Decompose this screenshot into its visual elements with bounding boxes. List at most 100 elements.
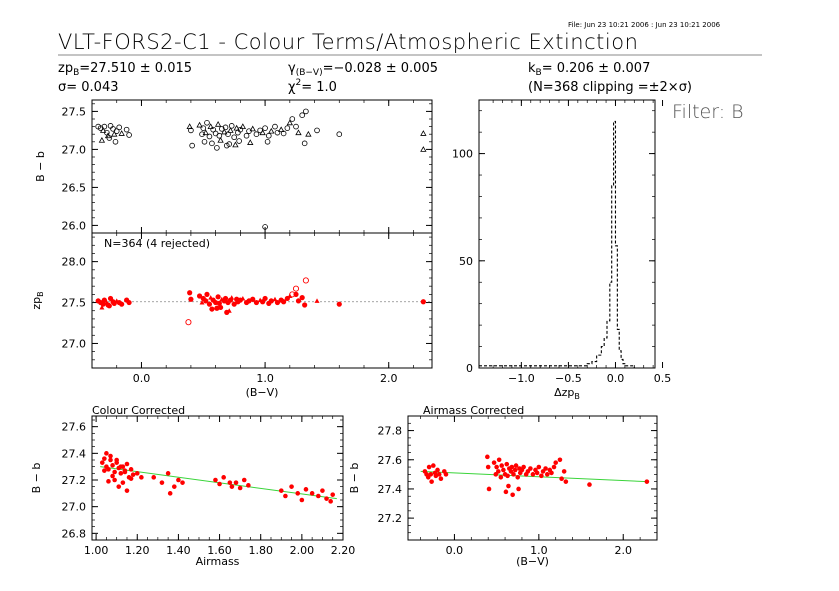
data-point [293,123,299,130]
data-point [501,467,506,473]
gamma-stat: γ(B−V)=−0.028 ± 0.005 [288,61,438,78]
data-point [299,112,305,118]
data-point [280,130,287,137]
data-point [217,136,224,143]
data-point [113,128,120,134]
data-point [240,295,246,301]
x-tick-label: −1.0 [508,372,535,385]
sigma-stat: σ= 0.043 [58,80,118,95]
data-point [286,119,293,126]
data-point [124,461,130,467]
y-tick-label: 28.0 [62,256,87,269]
airmass-panel: 26.8 27.0 27.2 27.4 27.6 1.00 1.20 1.40 1.60 1.80… [30,404,355,568]
data-point [485,454,490,460]
y-tick-label: 27.0 [62,143,87,156]
data-point [227,480,233,485]
x-axis-label: Airmass [196,555,240,568]
data-point [521,464,526,470]
data-point [528,466,533,471]
data-point [99,460,105,465]
data-point [336,131,343,138]
data-point [431,463,436,468]
data-point [206,133,213,140]
data-point [118,471,124,476]
data-point [214,145,220,151]
data-point [209,140,215,147]
data-point [324,496,329,501]
data-point [204,291,210,297]
data-point [420,130,427,136]
data-point [515,474,521,480]
data-point [134,471,140,476]
data-point [108,453,113,459]
data-point [171,484,177,489]
data-point [223,142,230,149]
data-point [139,475,144,480]
data-point [289,116,296,122]
data-point [222,295,229,302]
data-point [221,475,226,480]
x-tick-label: 1.60 [207,544,232,557]
data-point [204,120,210,126]
data-point [106,135,113,141]
data-point [99,304,105,310]
rejection-annotation: N=364 (4 rejected) [104,237,210,250]
data-point [231,134,237,141]
data-point [203,298,209,304]
data-point [305,130,312,137]
data-point [513,463,519,468]
data-point [557,457,563,463]
data-point [496,457,502,463]
data-point [122,469,128,475]
data-point [104,451,109,456]
data-point [272,296,278,302]
data-point [587,482,592,487]
data-point [167,491,173,496]
data-point [101,297,107,303]
data-point [543,466,548,471]
data-point [224,309,230,315]
data-point [503,489,509,495]
x-tick-label: 2.20 [331,544,356,557]
data-point [549,470,554,476]
data-point [180,480,185,485]
data-point [118,130,125,136]
data-point [126,299,132,306]
x-tick-label: 1.0 [256,372,274,385]
data-point [222,124,229,131]
data-point [249,125,256,132]
data-point [111,130,118,137]
rejected-point [185,319,192,326]
y-axis-label: B − b [30,463,43,494]
data-point [428,472,434,477]
x-tick-label: −0.5 [555,372,582,385]
data-point [216,132,223,139]
data-point [199,131,205,138]
x-axis-label: (B−V) [246,386,279,399]
data-point [106,467,111,472]
y-tick-label: 27.5 [62,297,87,310]
x-tick-label: 1.80 [248,544,273,557]
data-point [262,224,268,230]
data-point [506,483,511,489]
data-point [159,480,165,485]
data-point [498,474,504,480]
data-point [213,477,218,483]
data-point [201,139,208,145]
data-point [253,299,260,306]
data-point [101,123,108,130]
data-point [108,457,113,463]
y-tick-label: 27.2 [378,512,403,525]
data-point [262,125,268,131]
rejected-point [292,285,300,292]
x-tick-label: 1.00 [84,544,109,557]
y-axis-label: zpB [30,291,45,309]
data-point [107,123,114,129]
data-point [98,136,106,143]
filter-label: Filter: B [672,101,744,123]
data-point [559,476,564,482]
x-tick-label: 0.0 [607,372,625,385]
data-point [438,476,444,482]
y-tick-label: 100 [452,148,473,161]
